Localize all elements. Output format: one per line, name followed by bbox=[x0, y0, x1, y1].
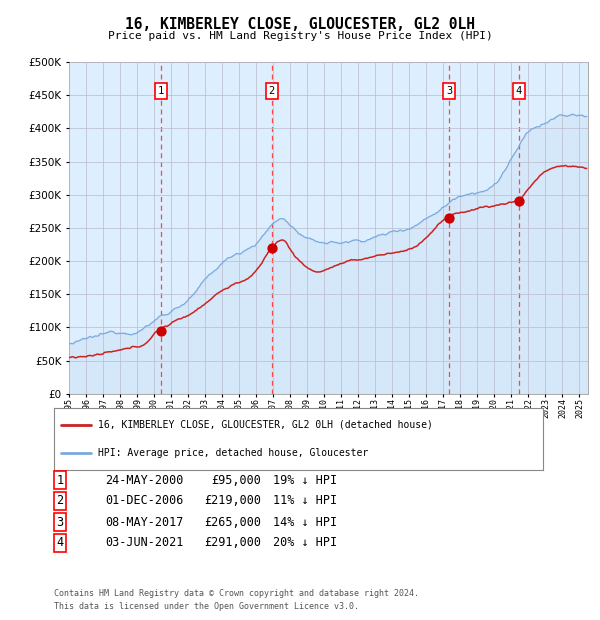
Text: 14% ↓ HPI: 14% ↓ HPI bbox=[273, 515, 337, 528]
Text: 3: 3 bbox=[446, 86, 452, 96]
Text: Contains HM Land Registry data © Crown copyright and database right 2024.
This d: Contains HM Land Registry data © Crown c… bbox=[54, 589, 419, 611]
Point bbox=[267, 244, 277, 254]
Text: 01-DEC-2006: 01-DEC-2006 bbox=[105, 495, 184, 508]
Text: 3: 3 bbox=[56, 515, 64, 528]
Text: 20% ↓ HPI: 20% ↓ HPI bbox=[273, 536, 337, 549]
Text: Price paid vs. HM Land Registry's House Price Index (HPI): Price paid vs. HM Land Registry's House … bbox=[107, 31, 493, 41]
Text: 4: 4 bbox=[515, 86, 521, 96]
Point bbox=[445, 213, 454, 223]
Text: 1: 1 bbox=[158, 86, 164, 96]
Text: £291,000: £291,000 bbox=[204, 536, 261, 549]
Text: 2: 2 bbox=[269, 86, 275, 96]
Text: 03-JUN-2021: 03-JUN-2021 bbox=[105, 536, 184, 549]
Text: 2: 2 bbox=[56, 495, 64, 508]
Text: 4: 4 bbox=[56, 536, 64, 549]
Text: 11% ↓ HPI: 11% ↓ HPI bbox=[273, 495, 337, 508]
Text: 1: 1 bbox=[56, 474, 64, 487]
Text: 16, KIMBERLEY CLOSE, GLOUCESTER, GL2 0LH: 16, KIMBERLEY CLOSE, GLOUCESTER, GL2 0LH bbox=[125, 17, 475, 32]
Text: 19% ↓ HPI: 19% ↓ HPI bbox=[273, 474, 337, 487]
Text: £219,000: £219,000 bbox=[204, 495, 261, 508]
Text: HPI: Average price, detached house, Gloucester: HPI: Average price, detached house, Glou… bbox=[98, 448, 368, 458]
Text: 16, KIMBERLEY CLOSE, GLOUCESTER, GL2 0LH (detached house): 16, KIMBERLEY CLOSE, GLOUCESTER, GL2 0LH… bbox=[98, 420, 433, 430]
Text: £95,000: £95,000 bbox=[211, 474, 261, 487]
Text: 24-MAY-2000: 24-MAY-2000 bbox=[105, 474, 184, 487]
Point bbox=[156, 326, 166, 335]
Text: £265,000: £265,000 bbox=[204, 515, 261, 528]
Text: 08-MAY-2017: 08-MAY-2017 bbox=[105, 515, 184, 528]
Point bbox=[514, 196, 523, 206]
